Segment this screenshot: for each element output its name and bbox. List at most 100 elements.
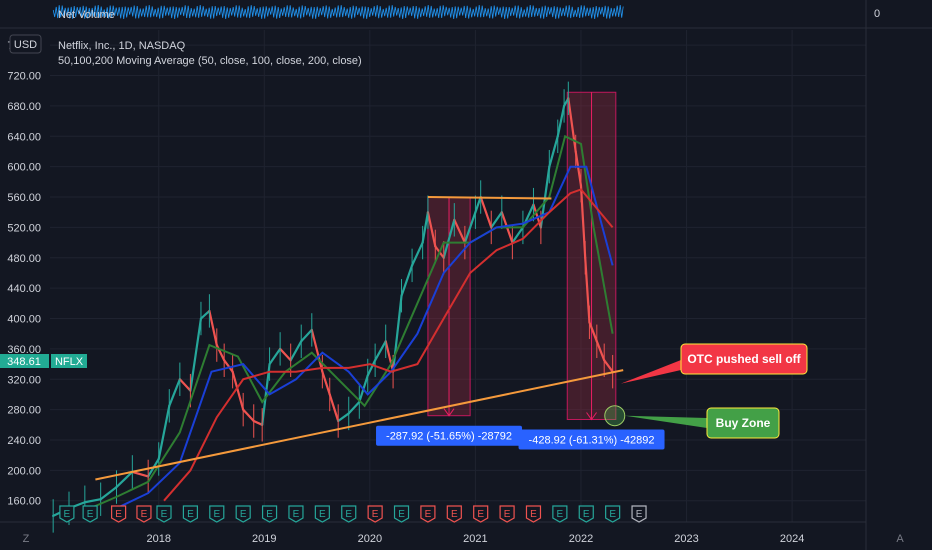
earnings-badge bbox=[235, 505, 251, 523]
earnings-badge bbox=[209, 505, 225, 523]
earnings-label: E bbox=[451, 509, 458, 520]
earnings-mark[interactable]: E bbox=[393, 505, 410, 523]
trendlines bbox=[95, 196, 624, 481]
earnings-mark[interactable]: E bbox=[156, 505, 172, 523]
earnings-mark[interactable]: E bbox=[111, 505, 127, 523]
net-volume-label: Net Volume bbox=[58, 9, 115, 21]
price-segment bbox=[584, 256, 591, 324]
earnings-label: E bbox=[345, 509, 352, 520]
price-segment bbox=[115, 470, 134, 489]
price-segment bbox=[490, 211, 503, 229]
price-segment bbox=[421, 211, 430, 244]
earnings-mark[interactable]: E bbox=[182, 505, 198, 523]
earnings-badge bbox=[156, 505, 172, 523]
price-segment bbox=[539, 165, 551, 229]
earnings-badge bbox=[578, 505, 594, 523]
price-segment bbox=[453, 218, 466, 244]
earnings-mark[interactable]: E bbox=[288, 505, 304, 523]
earnings-badge bbox=[288, 505, 304, 523]
price-segment bbox=[579, 184, 587, 259]
earnings-mark[interactable]: E bbox=[420, 505, 436, 523]
price-segment bbox=[231, 370, 245, 411]
y-tick-label: 200.00 bbox=[7, 465, 41, 477]
price-segment bbox=[99, 485, 118, 501]
support-trendline bbox=[95, 369, 624, 481]
earnings-mark[interactable]: E bbox=[552, 505, 568, 523]
earnings-mark[interactable]: E bbox=[367, 505, 383, 523]
drop-zone-arrow-head bbox=[443, 408, 455, 417]
earnings-label: E bbox=[557, 509, 564, 520]
price-segment bbox=[548, 135, 559, 168]
price-segment bbox=[289, 340, 303, 362]
callout-red-text: OTC pushed sell off bbox=[687, 352, 801, 366]
price-tag-value: 348.61 bbox=[7, 356, 41, 368]
earnings-label: E bbox=[609, 509, 616, 520]
callout-green-pointer bbox=[624, 415, 707, 428]
price-segment bbox=[157, 404, 171, 461]
y-tick-label: 520.00 bbox=[7, 222, 41, 234]
earnings-label: E bbox=[115, 509, 122, 520]
y-tick-label: 440.00 bbox=[7, 283, 41, 295]
annotations: -287.92 (-51.65%) -28792 -428.92 (-61.31%… bbox=[376, 343, 808, 450]
earnings-mark[interactable]: E bbox=[136, 505, 152, 523]
earnings-mark[interactable]: E bbox=[631, 505, 647, 523]
earnings-badge bbox=[605, 505, 621, 523]
price-segment bbox=[603, 359, 614, 373]
earnings-mark[interactable]: E bbox=[314, 505, 330, 523]
indicator-legend: 50,100,200 Moving Average (50, close, 10… bbox=[58, 55, 362, 67]
price-segment bbox=[511, 226, 525, 244]
x-axis: 2018 2019 2020 2021 2022 2023 2024 bbox=[146, 533, 804, 545]
price-segment bbox=[268, 347, 282, 366]
moving-averages bbox=[89, 134, 614, 510]
axis-auto-button-left[interactable]: Z bbox=[23, 533, 30, 545]
earnings-mark[interactable]: E bbox=[525, 505, 542, 523]
earnings-label: E bbox=[425, 509, 432, 520]
y-tick-label: 640.00 bbox=[7, 131, 41, 143]
y-tick-label: 320.00 bbox=[7, 374, 41, 386]
currency-button[interactable]: USD bbox=[9, 34, 42, 54]
earnings-mark[interactable]: E bbox=[578, 505, 594, 523]
earnings-badge bbox=[393, 505, 410, 523]
drop-zone-label-box bbox=[376, 425, 523, 446]
earnings-label: E bbox=[213, 509, 220, 520]
x-tick-label: 2021 bbox=[463, 533, 487, 545]
earnings-mark[interactable]: E bbox=[59, 505, 75, 523]
earnings-mark[interactable]: E bbox=[499, 505, 515, 523]
chart-title: Netflix, Inc., 1D, NASDAQ bbox=[58, 40, 186, 52]
price-segment bbox=[242, 408, 255, 423]
axis-button-left-label: Z bbox=[23, 533, 30, 545]
earnings-label: E bbox=[636, 509, 643, 520]
earnings-mark[interactable]: E bbox=[261, 505, 278, 523]
y-tick-label: 480.00 bbox=[7, 253, 41, 265]
earnings-badge bbox=[341, 505, 357, 523]
net-volume-pane bbox=[52, 4, 624, 20]
earnings-mark[interactable]: E bbox=[82, 505, 98, 523]
axis-auto-button-right[interactable]: A bbox=[896, 533, 904, 545]
earnings-mark[interactable]: E bbox=[473, 505, 489, 523]
earnings-mark[interactable]: E bbox=[605, 505, 621, 523]
price-segment bbox=[279, 347, 292, 362]
earnings-mark[interactable]: E bbox=[235, 505, 251, 523]
net-volume-line bbox=[52, 4, 624, 20]
drop-zone-label: -428.92 (-61.31%) -42892 bbox=[529, 435, 655, 447]
earnings-badge bbox=[446, 505, 462, 523]
callout-green-text: Buy Zone bbox=[716, 416, 771, 430]
earnings-badge bbox=[59, 505, 75, 523]
y-tick-label: 400.00 bbox=[7, 314, 41, 326]
x-tick-label: 2020 bbox=[358, 533, 382, 545]
earnings-mark[interactable]: E bbox=[341, 505, 357, 523]
drop-zone-label-box bbox=[518, 429, 665, 450]
price-segment bbox=[474, 195, 482, 214]
earnings-mark[interactable]: E bbox=[446, 505, 462, 523]
earnings-badge bbox=[182, 505, 198, 523]
price-segment bbox=[442, 218, 456, 259]
price-segment bbox=[168, 378, 181, 407]
earnings-label: E bbox=[64, 509, 71, 520]
drop-zone-label: -287.92 (-51.65%) -28792 bbox=[386, 431, 512, 443]
earnings-mark[interactable]: E bbox=[209, 505, 225, 523]
price-segment bbox=[374, 340, 387, 362]
buy-zone-marker bbox=[604, 405, 626, 427]
